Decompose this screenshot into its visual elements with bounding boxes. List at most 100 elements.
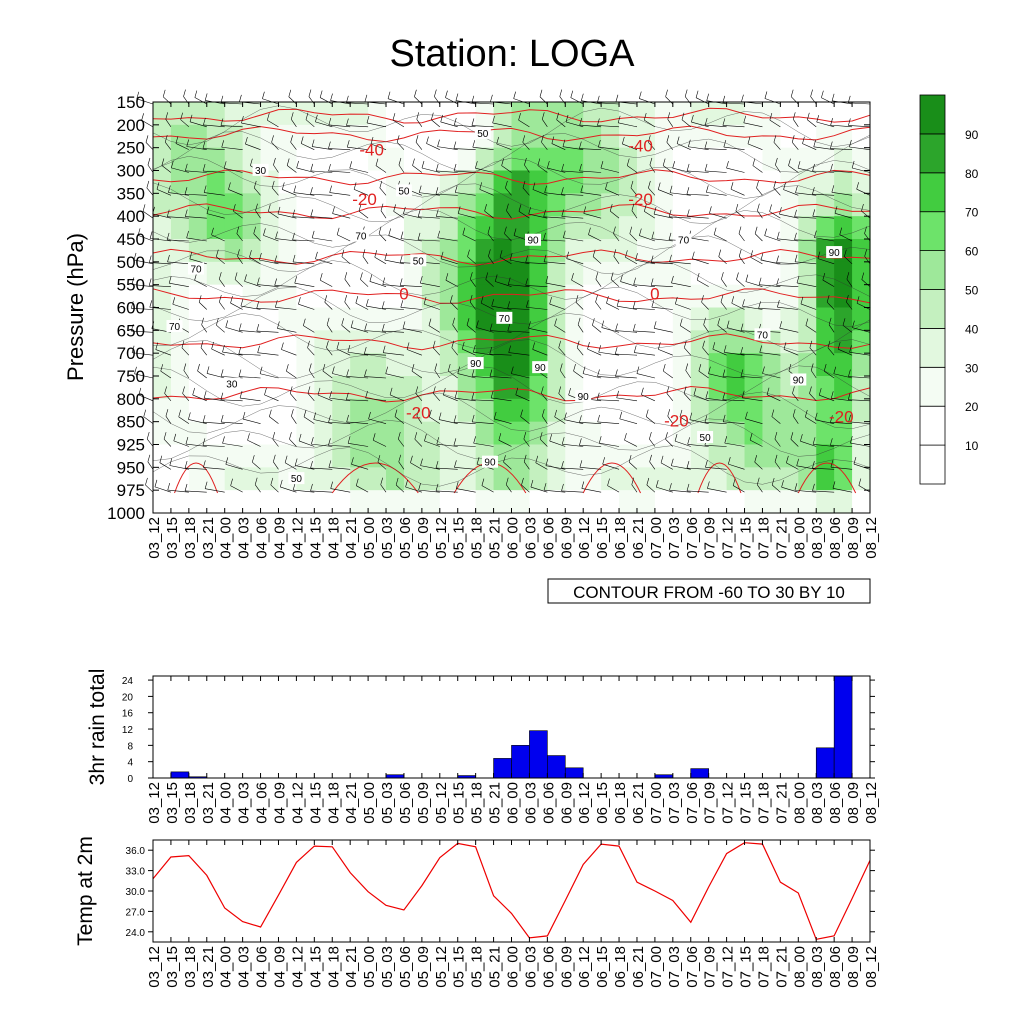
wind-barb <box>307 347 315 356</box>
humidity-label: 90 <box>484 458 496 469</box>
wind-barb-flag <box>319 273 323 281</box>
wind-barb <box>291 119 297 128</box>
wind-barb <box>168 192 189 196</box>
humidity-cell <box>350 170 369 194</box>
humidity-cell <box>852 193 871 217</box>
humidity-cell <box>206 490 226 514</box>
wind-barb <box>505 187 512 196</box>
humidity-cell <box>583 102 602 126</box>
wind-barb-flag <box>310 460 313 469</box>
humidity-cell <box>421 261 441 286</box>
wind-barb-flag <box>606 296 609 304</box>
temperature-contour <box>174 462 219 494</box>
wind-barb <box>573 370 584 379</box>
wind-barb-flag <box>398 454 402 462</box>
wind-barb-flag <box>613 249 617 257</box>
wind-barb-flag <box>617 115 621 123</box>
wind-barb <box>844 256 853 265</box>
humidity-cell <box>816 284 835 309</box>
humidity-cell <box>314 467 333 491</box>
temperature-tick-label: 36.0 <box>126 846 146 857</box>
humidity-cell <box>386 398 405 423</box>
humidity-cell <box>350 193 369 217</box>
wind-barb <box>628 461 638 470</box>
wind-barb <box>312 146 333 150</box>
humidity-contour <box>152 418 871 461</box>
humidity-cell <box>798 147 817 172</box>
humidity-cell <box>242 124 262 149</box>
wind-barb-flag <box>328 163 331 172</box>
rain-time-label: 06_15 <box>594 782 611 824</box>
humidity-cell <box>493 353 513 377</box>
humidity-cell <box>726 147 746 172</box>
humidity-cell <box>224 330 244 354</box>
humidity-cell <box>726 216 746 240</box>
temperature-time-label: 07_00 <box>648 946 665 988</box>
wind-barb <box>815 419 835 424</box>
wind-barb-flag <box>518 204 522 212</box>
wind-barb <box>412 165 423 173</box>
wind-barb <box>146 438 154 447</box>
wind-barb-flag <box>336 341 340 350</box>
humidity-cell <box>690 147 710 172</box>
wind-barb-flag <box>434 363 438 371</box>
humidity-cell <box>529 124 548 149</box>
humidity-cell <box>852 102 871 126</box>
wind-barb-flag <box>268 204 271 212</box>
colorbar-label: 10 <box>965 439 979 453</box>
wind-barb-flag <box>776 278 779 286</box>
cross-section-time-label: 05_15 <box>451 517 468 559</box>
wind-barb-flag <box>809 340 813 348</box>
humidity-cell <box>619 376 638 400</box>
wind-barb-flag <box>653 207 657 215</box>
wind-barb <box>332 213 351 219</box>
wind-barb <box>838 348 853 356</box>
humidity-cell <box>475 376 495 400</box>
colorbar-box <box>919 94 946 135</box>
humidity-cell <box>493 193 513 217</box>
wind-barb <box>539 96 548 105</box>
wind-barb-flag <box>701 295 704 303</box>
humidity-cell <box>654 307 674 331</box>
humidity-cell <box>439 193 459 217</box>
wind-barb <box>709 213 727 219</box>
wind-barb-flag <box>236 226 240 234</box>
wind-barb-flag <box>541 112 545 120</box>
wind-barb-flag <box>389 387 393 395</box>
wind-barb <box>693 394 709 402</box>
humidity-cell <box>421 170 441 194</box>
humidity-cell <box>332 467 351 491</box>
humidity-label-bg <box>474 126 491 139</box>
humidity-cell <box>421 102 441 126</box>
wind-barb-flag <box>818 388 822 396</box>
temperature-time-label: 06_03 <box>522 946 539 988</box>
humidity-cell <box>762 353 781 377</box>
humidity-cell <box>690 239 710 263</box>
wind-barb-flag <box>842 318 846 326</box>
wind-barb <box>665 439 674 447</box>
humidity-cell <box>493 170 513 194</box>
wind-barb-flag <box>462 227 466 235</box>
rain-tick-label: 24 <box>122 676 134 687</box>
humidity-cell <box>153 421 172 446</box>
wind-barb-flag <box>216 318 219 326</box>
wind-barb-flag <box>861 203 864 212</box>
wind-barb-flag <box>543 483 547 491</box>
rain-time-label: 05_15 <box>451 782 468 824</box>
wind-barb-flag <box>172 297 176 305</box>
wind-barb-flag <box>698 364 702 372</box>
humidity-cell <box>439 284 459 309</box>
wind-barb-flag <box>347 345 351 353</box>
wind-barb-flag <box>515 387 519 395</box>
humidity-cell <box>170 102 190 126</box>
wind-barb <box>507 308 530 310</box>
wind-barb-flag <box>238 369 242 377</box>
wind-barb <box>131 308 154 310</box>
wind-barb-flag <box>735 204 739 212</box>
wind-barb-flag <box>415 386 419 394</box>
humidity-cell <box>386 216 405 240</box>
wind-barb-flag <box>773 180 777 189</box>
wind-barb <box>275 307 297 310</box>
cross-section-time-label: 04_12 <box>289 517 306 559</box>
humidity-cell <box>475 330 495 354</box>
